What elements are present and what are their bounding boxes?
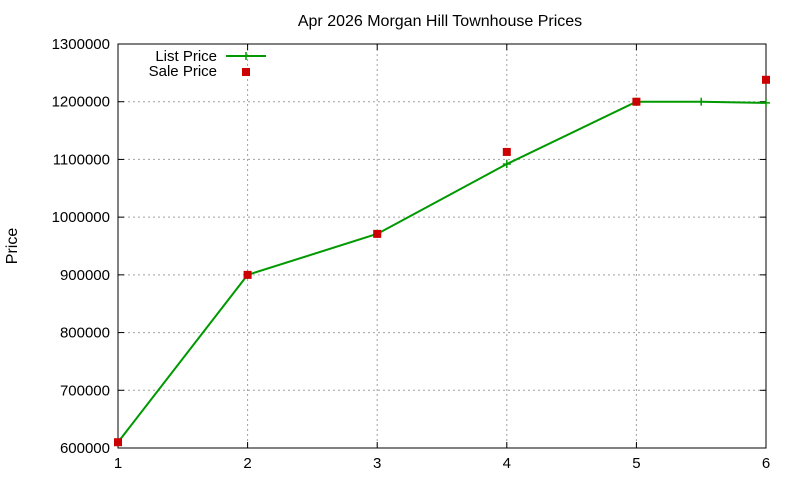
series-layer xyxy=(114,75,770,447)
y-tick-label: 700000 xyxy=(60,382,110,399)
y-tick-label: 900000 xyxy=(60,267,110,284)
sale-price-point xyxy=(502,147,511,156)
legend-label-sale-price: Sale Price xyxy=(149,63,217,80)
sale-price-point xyxy=(762,75,770,84)
sale-price-point xyxy=(373,229,382,238)
sale-price-point xyxy=(243,270,252,279)
x-tick-label: 2 xyxy=(243,455,251,472)
y-tick-label: 1200000 xyxy=(52,94,110,111)
grid xyxy=(118,44,766,448)
chart-title: Apr 2026 Morgan Hill Townhouse Prices xyxy=(298,13,582,30)
x-tick-label: 1 xyxy=(114,455,122,472)
y-tick-label: 1000000 xyxy=(52,209,110,226)
list-price-point xyxy=(762,98,770,107)
x-tick-label: 3 xyxy=(373,455,381,472)
list-price-line xyxy=(117,100,767,443)
y-tick-label: 800000 xyxy=(60,325,110,342)
list-price-point xyxy=(697,97,706,106)
y-tick-label: 1100000 xyxy=(53,151,110,168)
axis-ticks: 1 2 3 4 5 6 600000 700000 800000 900000 1000000 110… xyxy=(52,36,771,472)
y-tick-label: 600000 xyxy=(60,440,110,457)
y-tick-label: 1300000 xyxy=(52,36,110,53)
x-tick-label: 4 xyxy=(503,455,511,472)
sale-price-point xyxy=(114,438,122,447)
sale-price-point xyxy=(632,97,641,106)
list-price-point xyxy=(502,160,511,169)
x-tick-label: 5 xyxy=(632,455,640,472)
y-axis-label: Price xyxy=(4,228,21,265)
plot-frame xyxy=(117,43,767,449)
x-tick-label: 6 xyxy=(762,455,770,472)
legend-label-list-price: List Price xyxy=(155,48,217,65)
legend-swatch-sale-price xyxy=(242,68,250,76)
